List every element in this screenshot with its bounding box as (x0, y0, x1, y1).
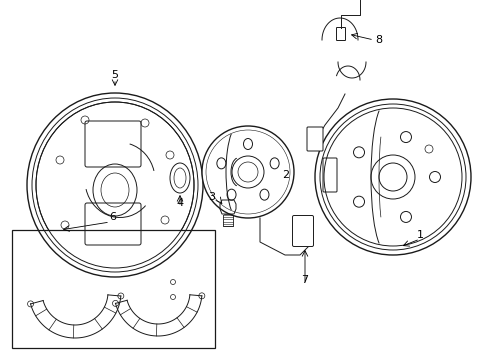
FancyBboxPatch shape (306, 127, 323, 151)
Text: 8: 8 (374, 35, 381, 45)
Text: 5: 5 (111, 70, 118, 80)
Text: 1: 1 (416, 230, 423, 240)
Bar (12, 230, 215, 348)
Text: 6: 6 (109, 212, 116, 222)
Text: 3: 3 (208, 192, 215, 202)
FancyBboxPatch shape (292, 216, 313, 247)
Text: 7: 7 (301, 275, 308, 285)
Text: 4: 4 (176, 198, 183, 208)
Text: 2: 2 (282, 170, 288, 180)
Circle shape (202, 126, 293, 218)
Ellipse shape (36, 102, 194, 268)
